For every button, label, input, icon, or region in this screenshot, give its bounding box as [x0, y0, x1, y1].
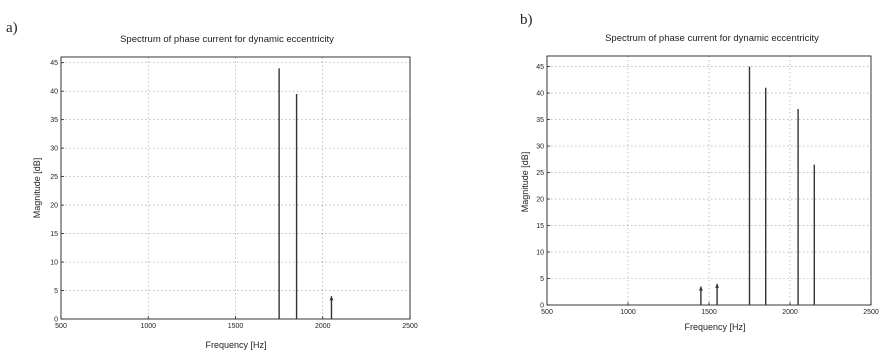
panel-b-plot-area: 500 1000 1500 2000 2500 0 5 10 15 20 25 30 35 40 45 — [536, 55, 879, 316]
y-tick-label: 20 — [50, 203, 58, 210]
y-tick-label: 25 — [50, 174, 58, 181]
x-tick-label: 1000 — [140, 323, 156, 330]
panel-b-label: b) — [520, 12, 533, 28]
y-tick-label: 45 — [536, 64, 544, 71]
y-tick-label: 0 — [540, 303, 544, 310]
y-tick-label: 30 — [536, 144, 544, 151]
x-tick-label: 500 — [55, 323, 67, 330]
y-tick-label: 25 — [536, 170, 544, 177]
stem-arrowhead — [329, 296, 334, 301]
panel-a-xlabel: Frequency [Hz] — [205, 340, 266, 350]
y-tick-label: 10 — [50, 260, 58, 267]
stem-arrowhead — [715, 283, 720, 288]
y-tick-label: 40 — [50, 89, 58, 96]
x-tick-label: 1000 — [620, 309, 636, 316]
y-tick-label: 10 — [536, 250, 544, 257]
panel-b: b) Spectrum of phase current for dynamic… — [520, 12, 879, 332]
x-tick-label: 500 — [541, 309, 553, 316]
y-tick-label: 20 — [536, 197, 544, 204]
x-tick-label: 2000 — [782, 309, 798, 316]
y-tick-label: 30 — [50, 146, 58, 153]
y-tick-label: 40 — [536, 91, 544, 98]
x-tick-label: 2000 — [315, 323, 331, 330]
panel-b-title: Spectrum of phase current for dynamic ec… — [605, 33, 819, 44]
x-tick-label: 1500 — [701, 309, 717, 316]
y-tick-label: 35 — [536, 117, 544, 124]
y-tick-label: 35 — [50, 117, 58, 124]
panel-a-title: Spectrum of phase current for dynamic ec… — [120, 34, 334, 45]
y-tick-label: 5 — [540, 276, 544, 283]
panel-b-xlabel: Frequency [Hz] — [684, 322, 745, 332]
plot-frame — [60, 56, 411, 320]
panel-a: a) Spectrum of phase current for dynamic… — [6, 20, 418, 350]
y-tick-label: 45 — [50, 60, 58, 67]
x-tick-label: 2500 — [863, 309, 879, 316]
panel-a-label: a) — [6, 20, 18, 36]
panel-a-ylabel: Magnitude [dB] — [32, 158, 42, 219]
y-tick-label: 0 — [54, 317, 58, 324]
x-tick-label: 2500 — [402, 323, 418, 330]
y-tick-label: 15 — [536, 223, 544, 230]
y-tick-label: 5 — [54, 288, 58, 295]
stem-arrowhead — [698, 286, 703, 291]
y-tick-label: 15 — [50, 231, 58, 238]
x-tick-label: 1500 — [228, 323, 244, 330]
panel-b-ylabel: Magnitude [dB] — [520, 152, 530, 213]
panel-a-plot-area: 500 1000 1500 2000 2500 0 5 10 15 20 25 30 35 40 45 — [50, 56, 418, 330]
